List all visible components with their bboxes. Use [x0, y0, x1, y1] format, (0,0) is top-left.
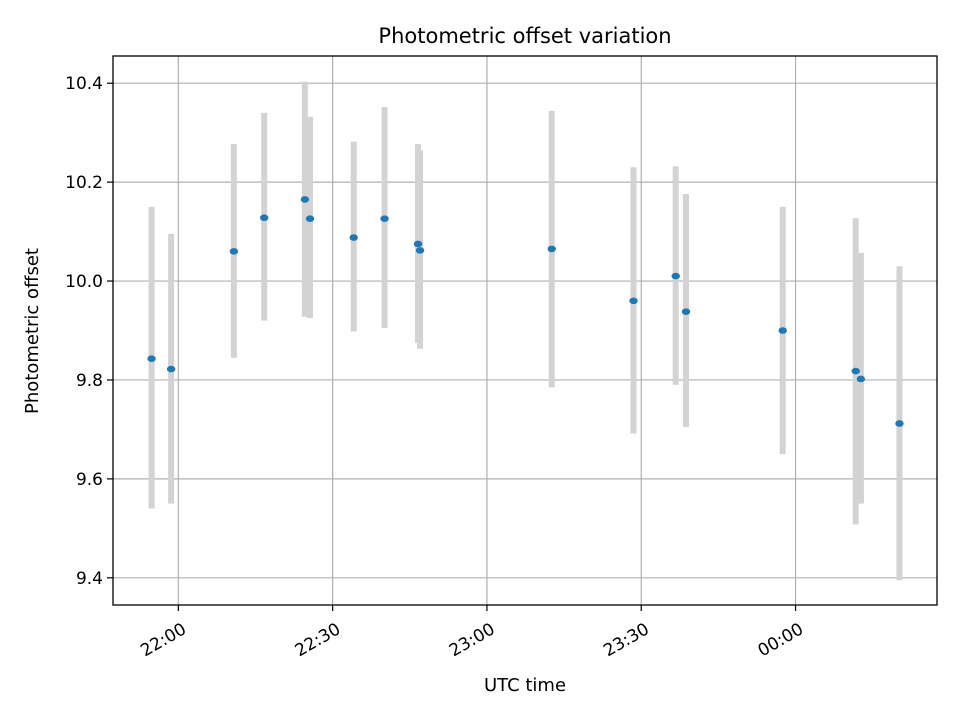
- data-point: [547, 245, 556, 253]
- y-tick-label: 9.8: [76, 371, 103, 391]
- data-point: [229, 248, 239, 255]
- y-tick-label: 9.4: [76, 569, 103, 589]
- grid-layer: [113, 56, 937, 605]
- data-point: [671, 272, 680, 280]
- data-point: [380, 215, 389, 223]
- data-point: [415, 247, 425, 254]
- data-point: [260, 214, 269, 222]
- data-point: [349, 234, 358, 241]
- x-axis-label: UTC time: [484, 675, 566, 696]
- plot-frame: [112, 55, 938, 606]
- data-point: [851, 367, 860, 375]
- y-tick-label: 10.4: [65, 74, 103, 94]
- y-tick-label: 10.0: [65, 272, 103, 292]
- data-point: [300, 196, 310, 203]
- x-tick-label: 23:30: [600, 619, 652, 661]
- data-point: [147, 355, 156, 362]
- data-point: [305, 215, 315, 223]
- point-layer: [147, 196, 904, 427]
- y-axis-label: Photometric offset: [22, 248, 43, 414]
- data-point: [681, 308, 691, 316]
- errorbar-layer: [148, 81, 903, 581]
- y-tick-label: 10.2: [65, 173, 103, 193]
- data-point: [895, 420, 904, 427]
- data-point: [629, 297, 638, 305]
- x-tick-label: 00:00: [755, 619, 807, 661]
- data-point: [413, 240, 423, 248]
- tick-layer: 22:00 22:30 23:00 23:30 00:00 9.4 9.6 9.8 10.0 10…: [65, 74, 807, 661]
- y-tick-label: 9.6: [76, 470, 103, 490]
- data-point: [166, 365, 176, 373]
- x-tick-label: 22:00: [137, 619, 189, 661]
- x-tick-label: 23:00: [446, 619, 498, 661]
- data-point: [778, 327, 787, 334]
- x-tick-label: 22:30: [292, 619, 344, 661]
- chart-title: Photometric offset variation: [378, 24, 671, 48]
- data-point: [856, 375, 866, 383]
